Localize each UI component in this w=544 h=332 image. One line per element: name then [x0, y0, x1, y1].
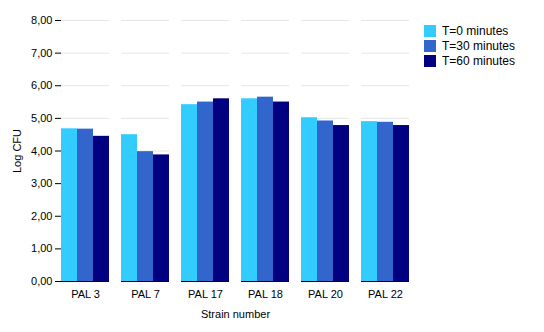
- svg-text:2,00: 2,00: [31, 210, 52, 222]
- svg-text:PAL 22: PAL 22: [368, 288, 403, 300]
- svg-text:7,00: 7,00: [31, 47, 52, 59]
- svg-text:6,00: 6,00: [31, 79, 52, 91]
- html-text:T=60 minutes: T=60 minutes: [442, 54, 515, 68]
- svg-text:5,00: 5,00: [31, 112, 52, 124]
- svg-text:Log CFU: Log CFU: [11, 129, 23, 173]
- svg-text:PAL 3: PAL 3: [71, 288, 100, 300]
- svg-text:1,00: 1,00: [31, 242, 52, 254]
- html-text:T=30 minutes: T=30 minutes: [442, 39, 515, 53]
- svg-text:4,00: 4,00: [31, 145, 52, 157]
- svg-text:PAL 7: PAL 7: [131, 288, 160, 300]
- svg-text:Strain number: Strain number: [201, 308, 270, 320]
- svg-text:0,00: 0,00: [31, 275, 52, 287]
- svg-text:PAL 18: PAL 18: [248, 288, 283, 300]
- svg-text:PAL 17: PAL 17: [188, 288, 223, 300]
- html-text:T=0 minutes: T=0 minutes: [442, 24, 509, 38]
- svg-text:3,00: 3,00: [31, 177, 52, 189]
- svg-text:8,00: 8,00: [31, 14, 52, 26]
- svg-text:PAL 20: PAL 20: [308, 288, 343, 300]
